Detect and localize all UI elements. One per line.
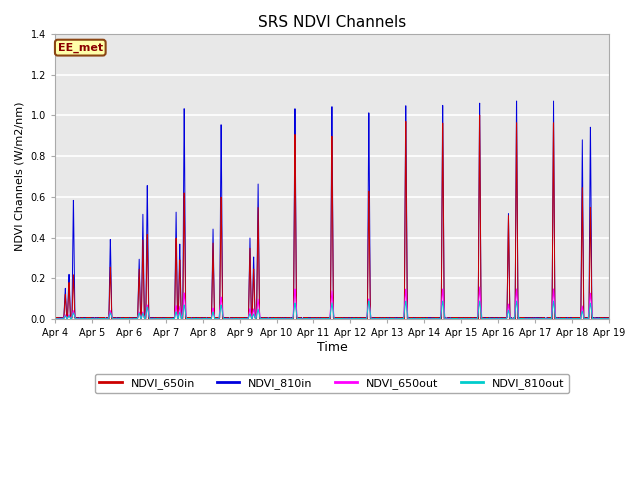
NDVI_810out (526, 316, 534, 322)
Line: NDVI_650out: NDVI_650out (55, 287, 609, 319)
NDVI_810out (605, 316, 612, 322)
X-axis label: Time: Time (317, 341, 348, 354)
Line: NDVI_810out: NDVI_810out (55, 301, 609, 319)
NDVI_810in (526, 316, 534, 322)
NDVI_650in (554, 316, 562, 322)
NDVI_810in (513, 98, 520, 104)
NDVI_650out (526, 316, 534, 322)
NDVI_810out (397, 316, 405, 322)
NDVI_810out (513, 298, 520, 304)
NDVI_810out (51, 316, 59, 322)
NDVI_650out (605, 316, 612, 322)
Line: NDVI_810in: NDVI_810in (55, 101, 609, 319)
NDVI_810in (263, 316, 271, 322)
NDVI_650in (263, 316, 271, 322)
NDVI_810out (576, 316, 584, 322)
NDVI_810in (118, 315, 125, 321)
NDVI_650out (552, 310, 559, 316)
NDVI_650out (51, 316, 59, 322)
NDVI_650in (552, 315, 559, 321)
Title: SRS NDVI Channels: SRS NDVI Channels (258, 15, 406, 30)
NDVI_810in (605, 315, 612, 321)
NDVI_810in (397, 316, 405, 322)
NDVI_650in (576, 315, 584, 321)
NDVI_810in (576, 315, 584, 321)
NDVI_810in (554, 316, 562, 322)
NDVI_650out (554, 316, 562, 322)
NDVI_810out (118, 316, 125, 322)
NDVI_650out (476, 284, 484, 290)
NDVI_650in (476, 112, 484, 118)
NDVI_810out (554, 316, 562, 322)
NDVI_650out (576, 316, 584, 322)
NDVI_810in (552, 315, 559, 321)
NDVI_650in (397, 316, 405, 322)
NDVI_650out (118, 316, 125, 322)
NDVI_810out (552, 312, 559, 318)
NDVI_810in (51, 315, 59, 321)
NDVI_650in (526, 316, 534, 322)
NDVI_810out (263, 316, 271, 322)
Y-axis label: NDVI Channels (W/m2/nm): NDVI Channels (W/m2/nm) (15, 102, 25, 251)
Line: NDVI_650in: NDVI_650in (55, 115, 609, 319)
NDVI_650out (263, 316, 271, 322)
NDVI_650in (118, 315, 125, 321)
Legend: NDVI_650in, NDVI_810in, NDVI_650out, NDVI_810out: NDVI_650in, NDVI_810in, NDVI_650out, NDV… (95, 373, 569, 393)
NDVI_650in (51, 315, 59, 321)
NDVI_650in (605, 316, 612, 322)
Text: EE_met: EE_met (58, 43, 103, 53)
NDVI_650out (397, 316, 405, 322)
